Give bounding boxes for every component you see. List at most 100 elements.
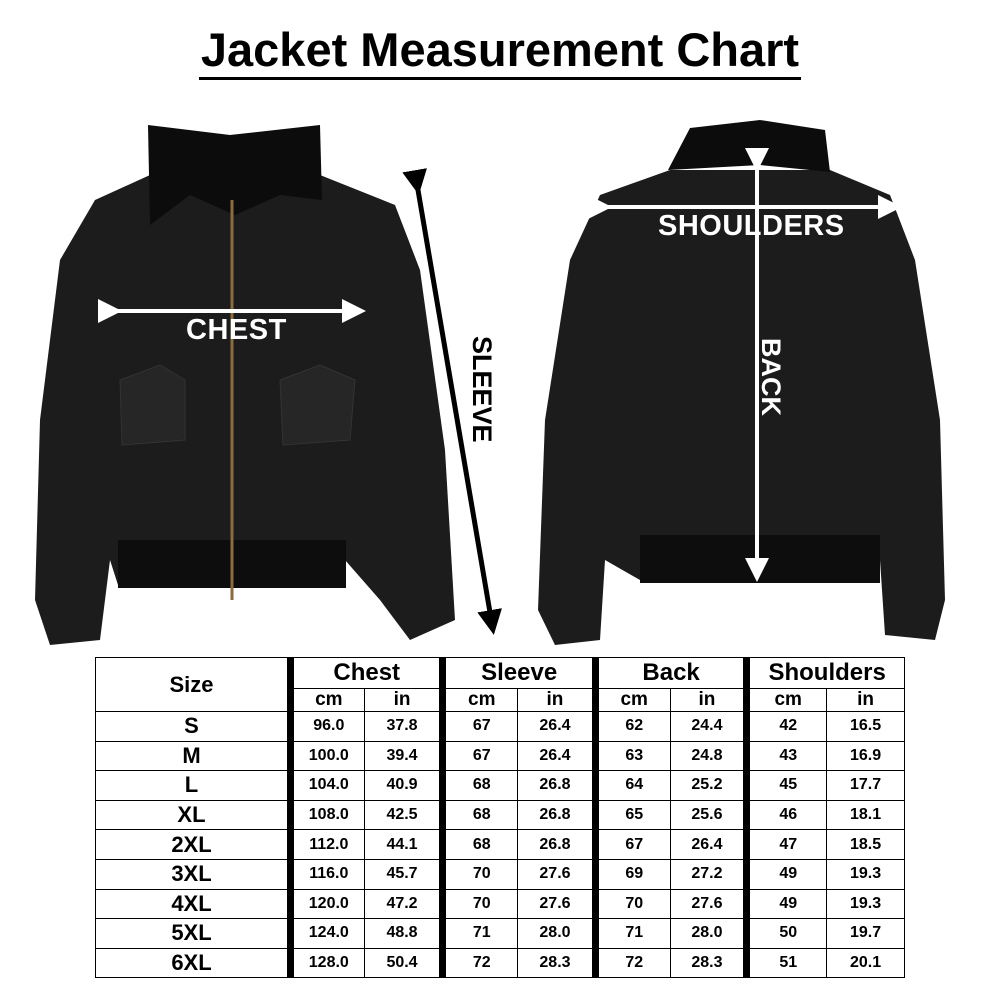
value-cell: 20.1	[826, 947, 905, 979]
value-cell: 26.4	[669, 829, 748, 860]
value-cell: 67	[439, 740, 519, 772]
shoulders-header: Shoulders	[743, 657, 905, 689]
unit-header: cm	[287, 688, 365, 712]
value-cell: 28.3	[669, 947, 748, 979]
value-cell: 25.6	[669, 799, 748, 831]
value-cell: 26.8	[517, 829, 596, 860]
value-cell: 51	[743, 947, 828, 979]
value-cell: 16.9	[826, 740, 905, 772]
value-cell: 71	[439, 918, 519, 949]
value-cell: 19.3	[826, 888, 905, 920]
value-cell: 16.5	[826, 711, 905, 742]
value-cell: 49	[743, 858, 828, 890]
unit-header: in	[826, 688, 905, 712]
shoulders-label: SHOULDERS	[658, 210, 845, 242]
value-cell: 27.6	[517, 888, 596, 920]
value-cell: 26.8	[517, 770, 596, 801]
size-cell: 2XL	[95, 829, 291, 860]
value-cell: 68	[439, 799, 519, 831]
value-cell: 45	[743, 770, 828, 801]
size-cell: 4XL	[95, 888, 291, 920]
chest-header: Chest	[286, 657, 444, 689]
value-cell: 67	[439, 711, 519, 742]
size-cell: 6XL	[95, 947, 291, 979]
value-cell: 47	[743, 829, 828, 860]
value-cell: 28.0	[517, 918, 596, 949]
value-cell: 70	[439, 888, 519, 920]
value-cell: 72	[591, 947, 671, 979]
value-cell: 28.0	[669, 918, 748, 949]
back-header: Back	[591, 657, 748, 689]
value-cell: 68	[439, 770, 519, 801]
table-row: 3XL 116.0 45.7 70 27.6 69 27.2 49 19.3	[95, 858, 905, 890]
value-cell: 63	[591, 740, 671, 772]
value-cell: 120.0	[287, 888, 365, 920]
value-cell: 26.8	[517, 799, 596, 831]
size-table: Size Chest Sleeve Back Shoulders cm in cm i…	[95, 657, 905, 979]
unit-header: cm	[439, 688, 519, 712]
unit-header: in	[669, 688, 748, 712]
fur-collar-back	[668, 120, 830, 172]
value-cell: 42	[743, 711, 828, 742]
value-cell: 17.7	[826, 770, 905, 801]
value-cell: 47.2	[363, 888, 444, 920]
value-cell: 19.7	[826, 918, 905, 949]
value-cell: 62	[591, 711, 671, 742]
chest-label: CHEST	[186, 314, 287, 346]
value-cell: 48.8	[363, 918, 444, 949]
value-cell: 19.3	[826, 858, 905, 890]
size-cell: 3XL	[95, 858, 291, 890]
value-cell: 27.6	[517, 858, 596, 890]
sleeve-label: SLEEVE	[467, 336, 497, 443]
unit-header: in	[363, 688, 444, 712]
value-cell: 18.5	[826, 829, 905, 860]
value-cell: 28.3	[517, 947, 596, 979]
value-cell: 45.7	[363, 858, 444, 890]
value-cell: 128.0	[287, 947, 365, 979]
value-cell: 70	[439, 858, 519, 890]
size-cell: M	[95, 740, 291, 772]
value-cell: 108.0	[287, 799, 365, 831]
unit-header: cm	[743, 688, 828, 712]
value-cell: 100.0	[287, 740, 365, 772]
fur-collar	[148, 125, 322, 225]
value-cell: 27.6	[669, 888, 748, 920]
value-cell: 43	[743, 740, 828, 772]
value-cell: 64	[591, 770, 671, 801]
table-row: 4XL 120.0 47.2 70 27.6 70 27.6 49 19.3	[95, 888, 905, 920]
front-jacket	[35, 125, 455, 645]
value-cell: 40.9	[363, 770, 444, 801]
table-row: M 100.0 39.4 67 26.4 63 24.8 43 16.9	[95, 740, 905, 772]
table-row: 2XL 112.0 44.1 68 26.8 67 26.4 47 18.5	[95, 829, 905, 860]
value-cell: 112.0	[287, 829, 365, 860]
value-cell: 50.4	[363, 947, 444, 979]
value-cell: 116.0	[287, 858, 365, 890]
value-cell: 24.4	[669, 711, 748, 742]
page-title: Jacket Measurement Chart	[0, 22, 1000, 80]
value-cell: 24.8	[669, 740, 748, 772]
value-cell: 96.0	[287, 711, 365, 742]
size-cell: 5XL	[95, 918, 291, 949]
value-cell: 104.0	[287, 770, 365, 801]
size-cell: S	[95, 711, 291, 742]
value-cell: 18.1	[826, 799, 905, 831]
value-cell: 49	[743, 888, 828, 920]
back-label: BACK	[756, 338, 786, 416]
table-row: S 96.0 37.8 67 26.4 62 24.4 42 16.5	[95, 711, 905, 742]
size-cell: L	[95, 770, 291, 801]
value-cell: 70	[591, 888, 671, 920]
sleeve-header: Sleeve	[439, 657, 596, 689]
value-cell: 26.4	[517, 740, 596, 772]
table-row: L 104.0 40.9 68 26.8 64 25.2 45 17.7	[95, 770, 905, 801]
value-cell: 72	[439, 947, 519, 979]
jacket-illustration	[35, 120, 945, 645]
unit-header: in	[517, 688, 596, 712]
table-row: 6XL 128.0 50.4 72 28.3 72 28.3 51 20.1	[95, 947, 905, 979]
size-header: Size	[95, 657, 291, 712]
value-cell: 65	[591, 799, 671, 831]
value-cell: 50	[743, 918, 828, 949]
table-row: XL 108.0 42.5 68 26.8 65 25.6 46 18.1	[95, 799, 905, 831]
value-cell: 27.2	[669, 858, 748, 890]
value-cell: 25.2	[669, 770, 748, 801]
size-cell: XL	[95, 799, 291, 831]
